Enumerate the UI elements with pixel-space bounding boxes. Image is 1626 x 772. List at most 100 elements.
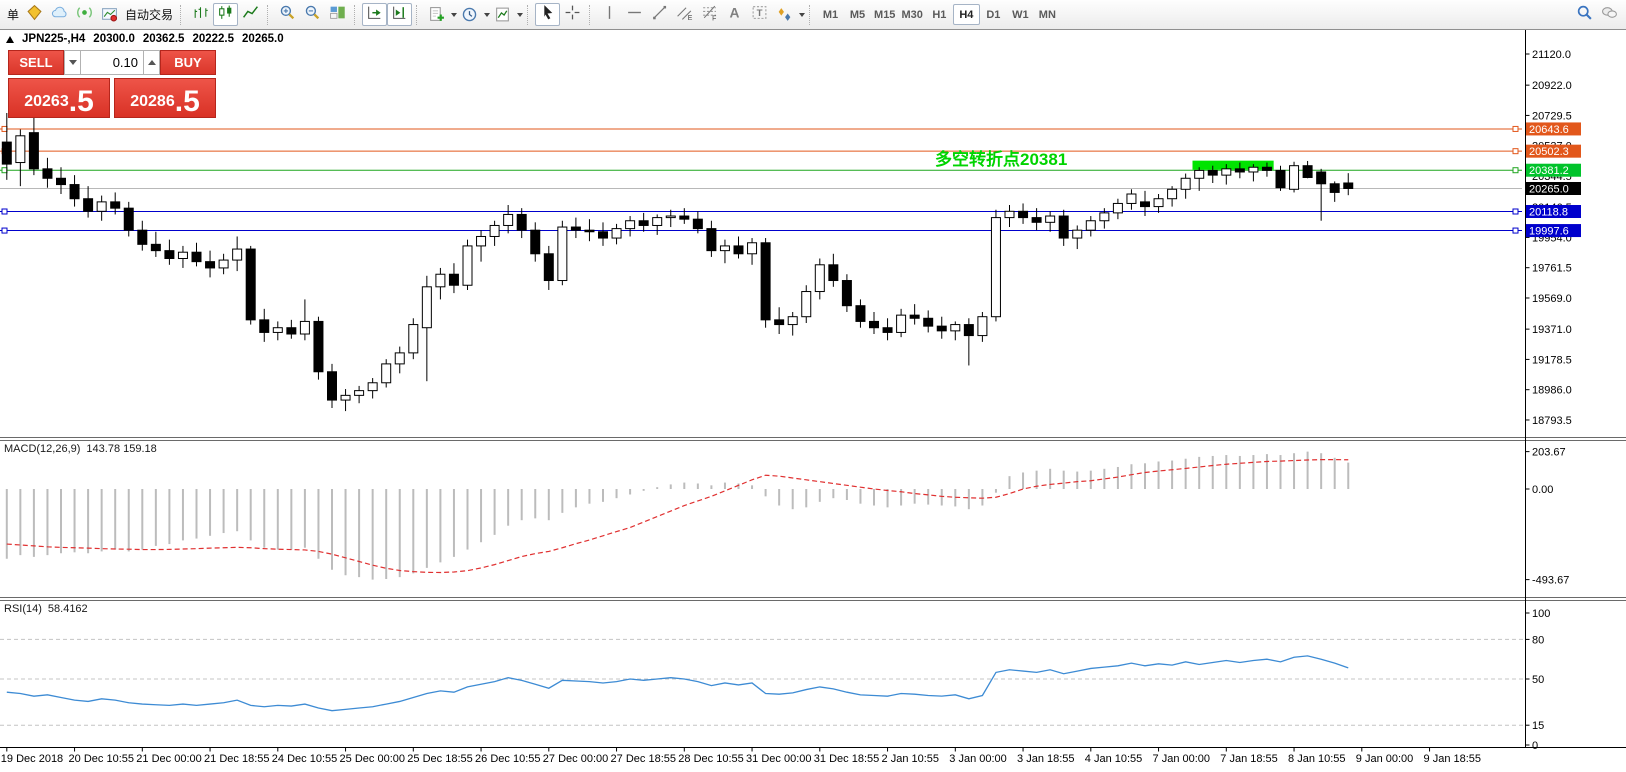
- svg-text:20502.3: 20502.3: [1529, 146, 1569, 158]
- order-ticket-button[interactable]: [22, 3, 47, 26]
- main-toolbar: 单 自动交易 E F A T M1 M5 M15 M30 H1 H4 D1 W1…: [0, 0, 1626, 30]
- macd-pane-label: MACD(12,26,9) 143.78 159.18: [4, 443, 157, 455]
- chart-canvas[interactable]: 21120.020922.020729.520537.020344.520146…: [0, 30, 1626, 772]
- candlestick-chart-button[interactable]: [213, 3, 239, 26]
- arrows-button[interactable]: [772, 3, 806, 26]
- volume-increase-button[interactable]: [143, 50, 160, 75]
- tab-m5[interactable]: M5: [849, 8, 866, 21]
- tile-windows-icon: [329, 4, 346, 26]
- bar-chart-icon: [192, 4, 209, 26]
- fibonacci-button[interactable]: F: [697, 3, 722, 26]
- ohlc-high: 20362.5: [142, 33, 185, 45]
- chart-shift-button[interactable]: [387, 3, 413, 26]
- autotrading-label: 自动交易: [125, 8, 174, 22]
- svg-text:3 Jan 18:55: 3 Jan 18:55: [1017, 753, 1075, 765]
- templates-button[interactable]: [490, 3, 524, 26]
- trendline-button[interactable]: [647, 3, 672, 26]
- search-button[interactable]: [1572, 3, 1597, 26]
- dropdown-caret: [451, 13, 458, 20]
- svg-text:19761.5: 19761.5: [1532, 263, 1572, 275]
- chat-button[interactable]: [1597, 3, 1622, 26]
- svg-text:A: A: [730, 4, 740, 20]
- cursor-button[interactable]: [535, 3, 561, 26]
- line-chart-button[interactable]: [238, 3, 263, 26]
- indicators-button[interactable]: [424, 3, 458, 26]
- tab-w1[interactable]: W1: [1012, 8, 1029, 21]
- svg-text:203.67: 203.67: [1532, 447, 1566, 459]
- crosshair-button[interactable]: [560, 3, 585, 26]
- sell-price-box[interactable]: 20263.5: [8, 78, 110, 118]
- svg-text:18793.5: 18793.5: [1532, 415, 1572, 427]
- horizontal-line-icon: [626, 4, 643, 26]
- svg-text:20381.2: 20381.2: [1529, 165, 1569, 177]
- arrows-icon: [772, 3, 797, 26]
- autotrading-button[interactable]: 自动交易: [97, 3, 176, 26]
- toolbar-separator: [416, 4, 420, 25]
- text-label-button[interactable]: T: [747, 3, 772, 26]
- buy-price-box[interactable]: 20286.5: [114, 78, 216, 118]
- sell-price-fraction: .5: [68, 85, 94, 118]
- spinner-down-icon: [68, 60, 77, 69]
- svg-text:31 Dec 18:55: 31 Dec 18:55: [814, 753, 879, 765]
- macd-signal-line: [6, 459, 1349, 574]
- tab-m1[interactable]: M1: [822, 8, 839, 21]
- buy-button[interactable]: BUY: [160, 50, 216, 75]
- templates-icon: [490, 3, 515, 26]
- toolbar-separator: [180, 4, 184, 25]
- svg-text:20 Dec 10:55: 20 Dec 10:55: [69, 753, 134, 765]
- svg-text:19997.6: 19997.6: [1529, 226, 1569, 238]
- svg-text:31 Dec 00:00: 31 Dec 00:00: [746, 753, 811, 765]
- highlight-bar[interactable]: [1192, 160, 1274, 170]
- svg-text:80: 80: [1532, 634, 1544, 646]
- bar-chart-button[interactable]: [188, 3, 213, 26]
- svg-text:19371.0: 19371.0: [1532, 324, 1572, 336]
- tile-windows-button[interactable]: [325, 3, 350, 26]
- ohlc-open: 20300.0: [93, 33, 135, 45]
- vertical-line-icon: [601, 4, 618, 26]
- tab-m30[interactable]: M30: [901, 8, 923, 21]
- svg-text:3 Jan 00:00: 3 Jan 00:00: [949, 753, 1007, 765]
- svg-text:4 Jan 10:55: 4 Jan 10:55: [1085, 753, 1143, 765]
- tab-m15[interactable]: M15: [874, 8, 896, 21]
- auto-scroll-button[interactable]: [362, 3, 388, 26]
- svg-text:100: 100: [1532, 608, 1550, 620]
- tab-h1[interactable]: H1: [932, 8, 947, 21]
- new-order-button[interactable]: 单: [7, 8, 20, 22]
- periods-button[interactable]: [457, 3, 491, 26]
- svg-text:2 Jan 10:55: 2 Jan 10:55: [882, 753, 940, 765]
- volume-decrease-button[interactable]: [64, 50, 81, 75]
- sell-button[interactable]: SELL: [8, 50, 64, 75]
- text-button[interactable]: A: [722, 3, 747, 26]
- tab-h4[interactable]: H4: [952, 4, 980, 25]
- buy-price-main: 20286: [130, 93, 175, 110]
- macd-indicator-values: 143.78 159.18: [86, 443, 157, 455]
- tab-mn[interactable]: MN: [1038, 8, 1056, 21]
- svg-text:20729.5: 20729.5: [1532, 110, 1572, 122]
- equidistant-channel-button[interactable]: E: [672, 3, 697, 26]
- toolbar-separator: [354, 4, 358, 25]
- toolbar-separator: [267, 4, 271, 25]
- svg-text:7 Jan 18:55: 7 Jan 18:55: [1220, 753, 1278, 765]
- svg-text:0: 0: [1532, 740, 1538, 752]
- svg-text:-493.67: -493.67: [1532, 575, 1569, 587]
- vertical-line-button[interactable]: [597, 3, 622, 26]
- indicators-icon: [424, 3, 449, 26]
- zoom-out-icon: [304, 4, 321, 26]
- text-icon: A: [726, 4, 743, 26]
- svg-text:9 Jan 18:55: 9 Jan 18:55: [1424, 753, 1482, 765]
- sell-price-main: 20263: [24, 93, 69, 110]
- annotation-text[interactable]: 多空转折点20381: [935, 149, 1067, 169]
- dropdown-caret: [484, 13, 491, 20]
- zoom-in-button[interactable]: [275, 3, 300, 26]
- svg-text:E: E: [688, 14, 693, 20]
- horizontal-line-button[interactable]: [622, 3, 647, 26]
- svg-text:20265.0: 20265.0: [1529, 183, 1569, 195]
- market-watch-button[interactable]: [47, 3, 72, 26]
- signals-button[interactable]: [72, 3, 97, 26]
- tab-d1[interactable]: D1: [986, 8, 1001, 21]
- ohlc-low: 20222.5: [192, 33, 235, 45]
- search-icon: [1576, 4, 1593, 26]
- clock-icon: [457, 3, 482, 26]
- volume-input[interactable]: [81, 50, 143, 75]
- zoom-out-button[interactable]: [300, 3, 325, 26]
